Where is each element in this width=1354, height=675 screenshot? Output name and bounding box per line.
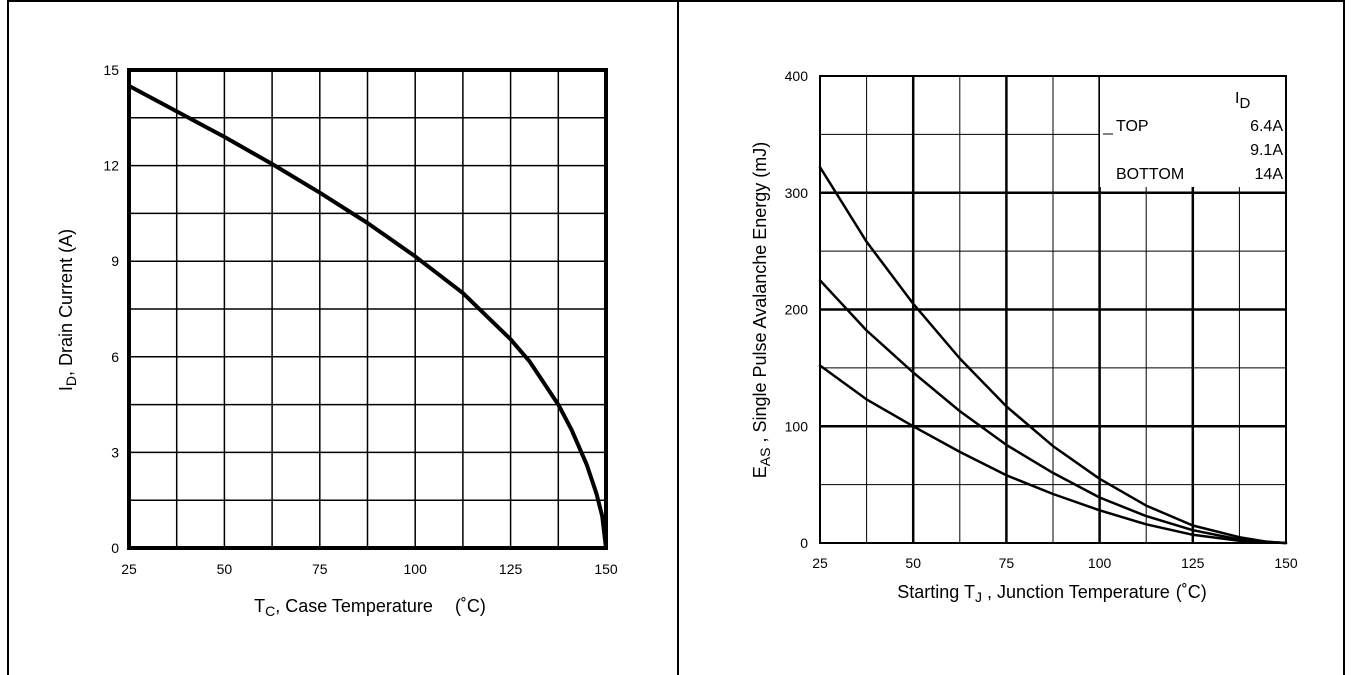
c1-x-tick-label: 75 xyxy=(312,561,328,577)
c1-x-tick-label: 150 xyxy=(594,561,618,577)
c1-y-tick-label: 0 xyxy=(111,540,119,556)
c1-y-label-rest: , Drain Current (A) xyxy=(56,229,76,376)
c1-y-tick-label: 6 xyxy=(111,349,119,365)
c1-grid xyxy=(129,70,606,548)
c1-x-label-sub: C xyxy=(265,603,275,619)
c1-y-axis-label: ID, Drain Current (A) xyxy=(56,229,79,391)
c1-x-label-unit: (˚C) xyxy=(455,596,486,616)
c1-series-line-1 xyxy=(127,83,608,550)
c1-y-label-sub: D xyxy=(63,376,79,386)
c1-x-tick-label: 125 xyxy=(499,561,523,577)
c1-x-label-rest: , Case Temperature xyxy=(275,596,433,616)
c1-y-tick-label: 15 xyxy=(103,62,119,78)
c1-x-label-main: T xyxy=(254,596,265,616)
c1-x-tick-label: 25 xyxy=(121,561,137,577)
drain-current-chart: 25 50 75 100 125 150 0 3 6 9 12 15 TC, Case Temper… xyxy=(56,62,618,619)
c1-x-tick-label: 50 xyxy=(217,561,233,577)
c1-y-label-main: I xyxy=(56,386,76,391)
c1-x-ticks: 25 50 75 100 125 150 xyxy=(121,561,618,577)
c1-series xyxy=(127,83,608,550)
page-frame xyxy=(7,0,1345,675)
c1-y-tick-label: 3 xyxy=(111,444,119,460)
c1-plot-frame xyxy=(127,68,608,550)
c1-y-ticks: 0 3 6 9 12 15 xyxy=(103,62,119,556)
c1-y-tick-label: 12 xyxy=(103,158,119,174)
c1-x-axis-label: TC, Case Temperature (˚C) xyxy=(254,596,486,619)
c1-x-tick-label: 100 xyxy=(404,561,428,577)
c1-y-tick-label: 9 xyxy=(111,253,119,269)
panel-divider xyxy=(677,0,679,675)
